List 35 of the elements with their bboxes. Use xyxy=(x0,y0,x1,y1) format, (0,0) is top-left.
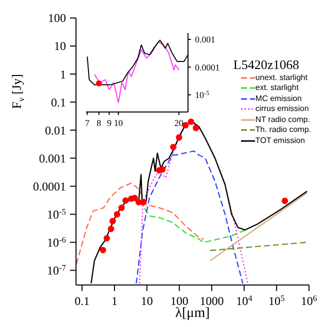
y-tick-label: 10$^{-7}$ xyxy=(47,263,66,278)
x-tick-label: 100 xyxy=(170,294,188,308)
legend-label: ext. starlight xyxy=(255,83,299,94)
legend-label: Th. radio comp. xyxy=(255,125,311,136)
legend-label: TOT emission xyxy=(255,136,305,146)
x-tick-label: 8 xyxy=(96,118,102,128)
legend-label: MC emission xyxy=(255,94,302,104)
legend-label: NT radio comp. xyxy=(255,114,310,125)
x-tick-label: 10 xyxy=(140,294,153,308)
y-tick-label: 10$^{-6}$ xyxy=(47,235,66,250)
y-tick-label: 1 xyxy=(60,67,66,82)
legend-label: cirrus emission xyxy=(255,104,309,114)
x-tick-label: 10 xyxy=(114,118,124,128)
x-tick-label: 20 xyxy=(174,118,184,128)
y-tick-label: 10 xyxy=(54,39,66,54)
x-tick-label: 7 xyxy=(85,118,90,128)
y-tick-label: 0.001 xyxy=(39,151,66,166)
y-tick-label: 10$^{-5}$ xyxy=(195,89,210,100)
y-tick-label: 0.01 xyxy=(45,123,66,138)
y-tick-label: 0.001 xyxy=(195,34,216,45)
y-tick-label: 100 xyxy=(48,11,66,26)
x-tick-label: 1 xyxy=(111,294,118,308)
legend-title: L5420z1068 xyxy=(233,57,300,72)
x-tick-label: 10$^{5}$ xyxy=(268,294,285,308)
x-axis-title: λ[μm] xyxy=(175,306,210,321)
x-tick-label: 9 xyxy=(106,118,112,128)
x-tick-label: 10$^{6}$ xyxy=(300,294,318,308)
y-tick-label: 0.0001 xyxy=(33,179,66,194)
x-tick-label: 1000 xyxy=(200,294,224,308)
x-tick-label: 10$^{4}$ xyxy=(236,294,254,308)
y-tick-label: 0.1 xyxy=(51,95,66,110)
x-tick-label: 0.1 xyxy=(74,294,90,308)
legend-label: unext. starlight xyxy=(255,72,308,83)
y-tick-label: 0.0001 xyxy=(195,62,220,72)
y-tick-label: 10$^{-5}$ xyxy=(47,206,66,222)
